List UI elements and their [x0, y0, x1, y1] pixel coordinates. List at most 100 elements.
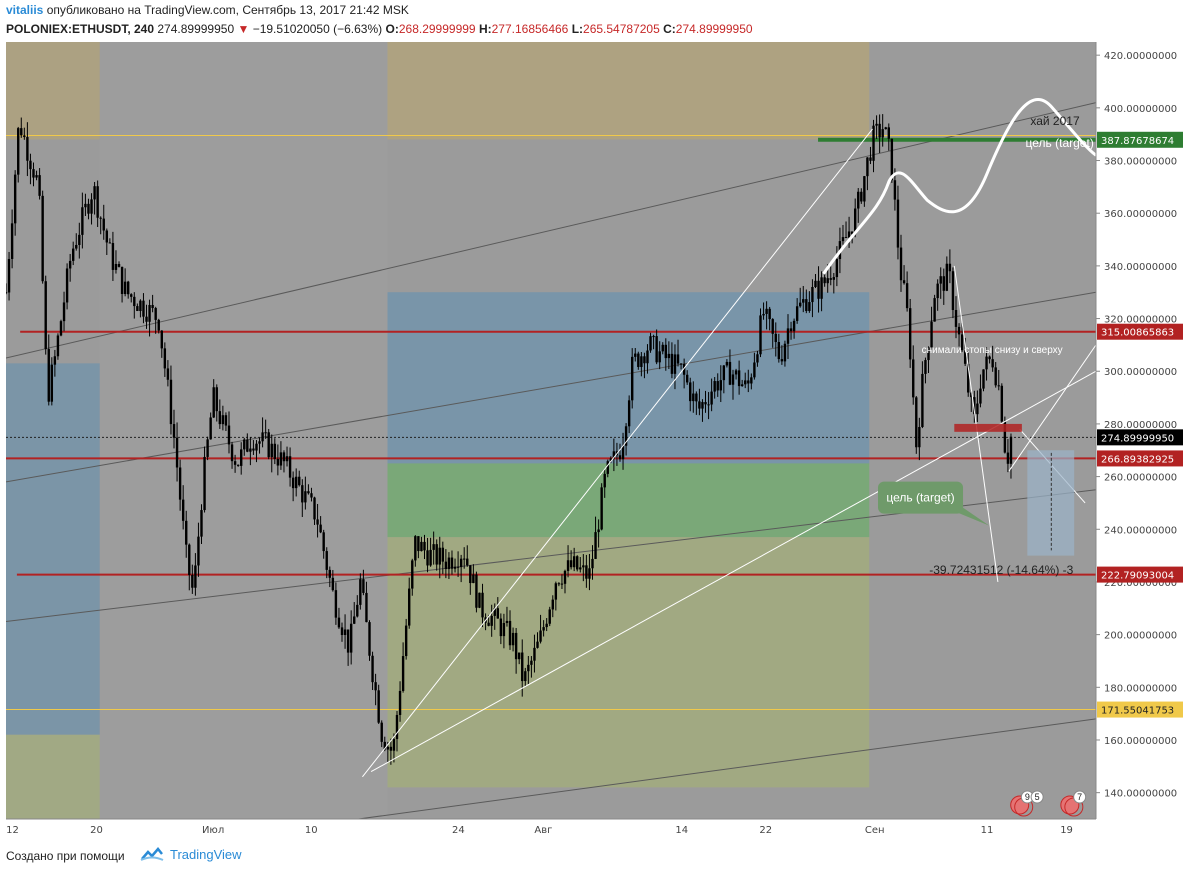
candle-body [511, 632, 515, 646]
x-tick-label: 22 [759, 825, 772, 836]
white-trendline-2 [1008, 344, 1096, 472]
candle-body [554, 583, 558, 600]
candle-body [453, 566, 457, 569]
zone-gold-2 [387, 42, 870, 140]
candle-body [65, 268, 69, 303]
candle-body [682, 363, 686, 375]
candle-body [618, 455, 622, 460]
candle-body [26, 137, 29, 161]
candle-body [340, 627, 344, 635]
candle-body [383, 741, 386, 750]
candle-body [432, 544, 435, 550]
channel-line-0 [6, 102, 1096, 359]
candle-body [447, 557, 451, 570]
candle-body [227, 425, 231, 445]
candle-body [643, 356, 646, 364]
candle-body [75, 244, 78, 249]
candle-body [890, 138, 894, 181]
price-chart[interactable]: хай 2017 цель (target) цель (target) снимал… [0, 42, 1184, 840]
candle-body [982, 369, 985, 389]
candle-body [136, 306, 139, 312]
candle-body [7, 258, 11, 293]
open-value: 268.29999999 [398, 22, 476, 36]
candle-body [997, 385, 1000, 387]
tradingview-cloud-icon [140, 847, 164, 861]
candle-body [676, 354, 680, 364]
candle-body [774, 333, 777, 343]
candle-body [823, 277, 826, 284]
candle-body [59, 321, 63, 336]
candle-body [243, 439, 246, 450]
candle-body [487, 622, 490, 626]
candle-body [462, 558, 466, 560]
footer: Создано при помощи TradingView [0, 840, 1184, 876]
candle-body [209, 417, 212, 440]
y-tick-label: 420.00000000 [1104, 51, 1177, 62]
candle-body [536, 641, 539, 648]
candle-body [215, 387, 218, 412]
candle-body [670, 353, 674, 374]
candle-body [380, 722, 383, 742]
candle-body [105, 230, 109, 243]
candle-body [108, 242, 112, 244]
x-axis-bg [0, 819, 1184, 840]
candle-body [185, 520, 188, 545]
candle-body [960, 334, 964, 351]
zone-olive-5 [387, 537, 870, 788]
candle-body [252, 448, 255, 451]
x-axis[interactable]: 12 20 Июл 10 24 Авг 14 22 Сен 11 19 [0, 818, 1184, 840]
candle-body [521, 652, 524, 682]
candle-body [847, 231, 851, 238]
candle-body [160, 330, 163, 349]
candle-body [423, 541, 426, 551]
price-label-text: 266.89382925 [1101, 454, 1174, 465]
target-callout-box [878, 481, 964, 514]
candle-body [111, 243, 115, 270]
candle-body [942, 276, 945, 291]
tradingview-logo[interactable]: TradingView [140, 846, 242, 862]
candle-body [157, 319, 160, 331]
candle-body [936, 283, 939, 299]
x-tick-label: 14 [675, 825, 688, 836]
candle-body [316, 519, 319, 525]
candle-body [973, 397, 976, 415]
candle-body [905, 283, 909, 309]
candle-body [233, 461, 237, 465]
candle-body [224, 415, 228, 426]
close-value: 274.89999950 [675, 22, 753, 36]
candle-body [591, 558, 594, 569]
candle-body [860, 191, 863, 202]
candle-body [126, 281, 130, 295]
zone-neutral [99, 42, 388, 819]
candle-body [667, 353, 671, 359]
candle-body [808, 302, 811, 311]
candle-body [151, 304, 154, 309]
candle-body [166, 368, 170, 380]
candle-body [261, 432, 264, 442]
candle-body [258, 441, 261, 444]
projection-curve [822, 98, 1096, 275]
candle-body [878, 123, 881, 138]
y-tick-label: 300.00000000 [1104, 367, 1177, 378]
username-link[interactable]: vitaliis [6, 3, 44, 17]
candle-body [887, 127, 890, 139]
candle-body [255, 443, 258, 451]
channel-line-3 [354, 718, 1096, 819]
candle-body [508, 620, 512, 646]
candle-body [435, 544, 438, 565]
low-label: L: [571, 22, 584, 36]
y-tick-label: 400.00000000 [1104, 104, 1177, 115]
candle-body [728, 361, 732, 385]
candle-body [490, 615, 493, 626]
candle-body [551, 599, 554, 610]
candle-body [478, 592, 481, 608]
price-labels: 387.87678674 315.00865863 274.89999950 266.… [1097, 131, 1183, 718]
candle-body [194, 565, 197, 588]
annotation-target-callout: цель (target) [886, 491, 954, 505]
candle-body [899, 247, 903, 281]
candle-body [20, 128, 23, 136]
annotation-stops: снимали стопы снизу и сверху [922, 345, 1063, 356]
created-with-text: Создано при помощи [6, 849, 125, 863]
candle-body [62, 302, 66, 322]
